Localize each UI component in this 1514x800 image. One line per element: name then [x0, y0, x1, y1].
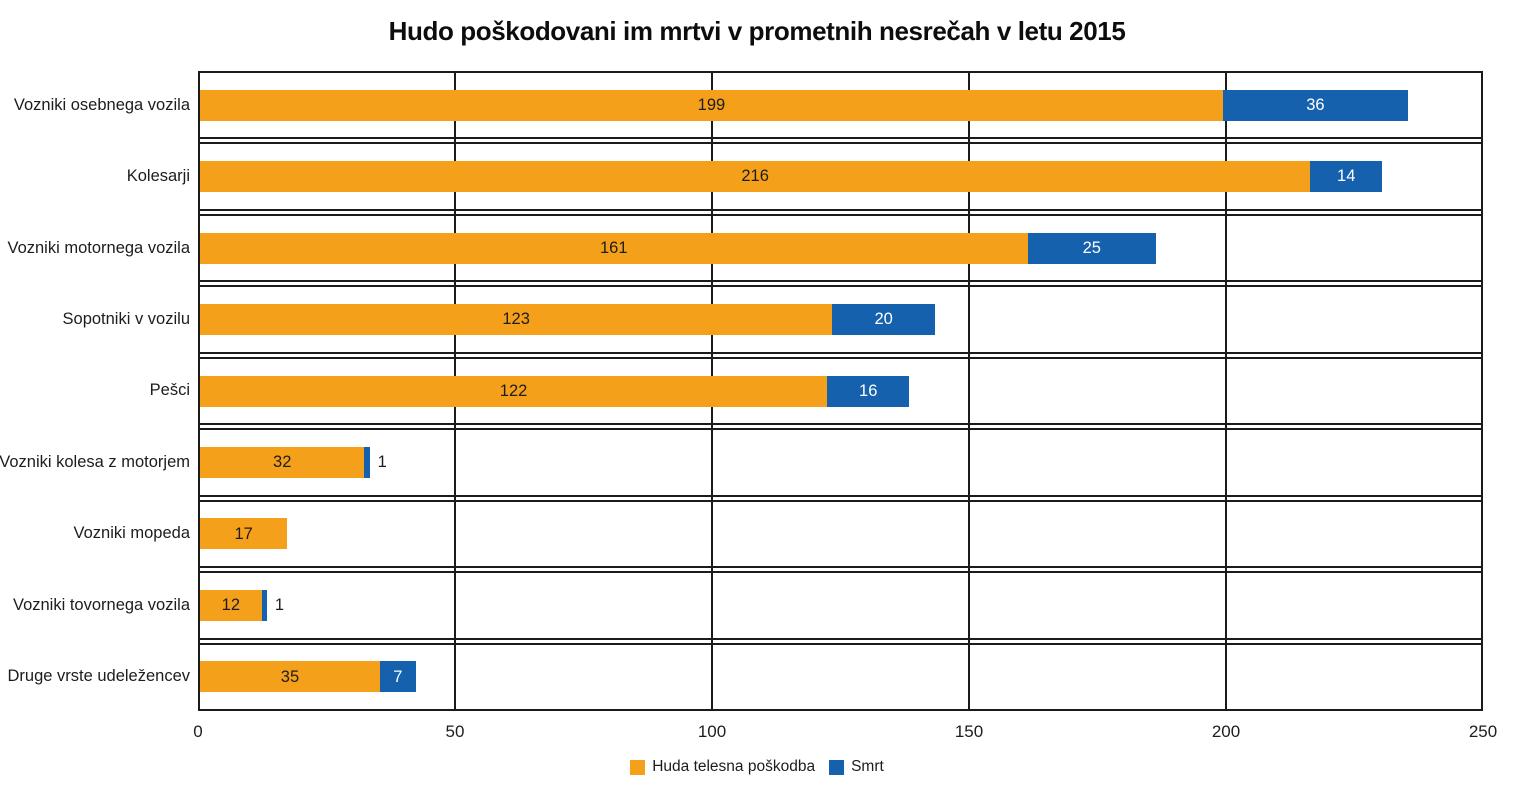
bar-segment-huda: 122	[200, 375, 828, 407]
value-label-huda: 216	[741, 167, 769, 186]
value-label-smrt: 16	[859, 381, 878, 400]
value-label-smrt: 14	[1337, 167, 1356, 186]
x-tick-label: 50	[445, 722, 465, 741]
bar-segment-huda: 199	[200, 89, 1223, 121]
x-tick-label: 200	[1211, 722, 1241, 741]
row-cell	[198, 213, 1483, 283]
bar-segment-huda: 161	[200, 232, 1028, 264]
row-cell	[198, 356, 1483, 426]
value-label-huda: 199	[697, 95, 726, 114]
bar-segment-smrt	[364, 446, 370, 478]
value-label-huda: 161	[600, 238, 628, 257]
bar-row: 199 36	[200, 89, 1408, 121]
legend-item-smrt: Smrt	[829, 758, 884, 776]
legend-item-huda: Huda telesna poškodba	[630, 758, 815, 776]
bar-segment-smrt: 14	[1310, 161, 1383, 193]
vertical-gridline	[198, 71, 200, 711]
bar-segment-huda: 123	[200, 304, 833, 336]
category-label: Vozniki osebnega vozila	[13, 95, 190, 114]
plot-area: 199 36 216 14 161 25 123 20 122 16 32 1 17 12 1 35 7	[198, 71, 1483, 711]
row-cell	[198, 428, 1483, 497]
vertical-gridline	[968, 71, 970, 711]
bar-row: 161 25	[200, 232, 1157, 264]
chart-title: Hudo poškodovani im mrtvi v prometnih ne…	[388, 16, 1126, 46]
category-label: Druge vrste udeležencev	[7, 667, 190, 686]
value-label-huda: 123	[502, 310, 530, 329]
bar-row: 123 20	[200, 304, 936, 336]
value-label-smrt: 25	[1082, 238, 1101, 257]
category-label: Pešci	[149, 381, 190, 400]
bar-segment-smrt: 36	[1222, 89, 1408, 121]
value-label-huda: 17	[234, 524, 253, 543]
legend-label: Huda telesna poškodba	[652, 758, 816, 775]
bar-row: 17	[200, 518, 288, 550]
value-label-smrt: 20	[874, 310, 893, 329]
value-label-huda: 32	[273, 453, 292, 472]
value-label-smrt: 1	[274, 595, 284, 614]
bar-segment-huda: 32	[200, 446, 365, 478]
bar-row: 122 16	[200, 375, 910, 407]
category-label: Kolesarji	[126, 167, 190, 186]
category-label: Vozniki mopeda	[73, 524, 191, 543]
bar-segment-smrt: 7	[379, 661, 416, 693]
bar-row: 35 7	[200, 661, 416, 693]
legend-label: Smrt	[851, 758, 884, 775]
value-label-huda: 122	[499, 381, 528, 400]
bar-segment-smrt	[261, 589, 267, 621]
bar-segment-smrt: 25	[1027, 232, 1157, 264]
bar-segment-huda: 35	[200, 661, 380, 693]
x-tick-label: 0	[193, 722, 203, 741]
x-tick-label: 250	[1468, 722, 1498, 741]
bar-segment-smrt: 20	[832, 304, 936, 336]
vertical-gridline	[1225, 71, 1227, 711]
row-cell	[198, 285, 1483, 354]
category-label: Sopotniki v vozilu	[62, 310, 190, 329]
value-label-huda: 12	[221, 596, 241, 615]
row-cell	[198, 142, 1483, 211]
legend-swatch-huda	[630, 759, 646, 775]
bar-row: 12 1	[200, 589, 284, 621]
row-cell	[198, 642, 1483, 711]
bar-segment-smrt: 16	[827, 375, 910, 407]
bar-segment-huda: 12	[200, 589, 262, 621]
vertical-gridline	[1481, 71, 1483, 711]
bar-segment-huda: 216	[200, 161, 1311, 193]
value-label-huda: 35	[280, 667, 300, 686]
x-tick-label: 100	[697, 722, 727, 741]
row-cell	[198, 71, 1483, 140]
x-tick-label: 150	[954, 722, 984, 741]
legend: Huda telesna poškodba Smrt	[0, 758, 1514, 776]
bar-row: 216 14	[200, 161, 1383, 193]
value-label-smrt: 1	[377, 452, 387, 471]
category-label: Vozniki kolesa z motorjem	[0, 452, 190, 471]
row-cell	[198, 499, 1483, 569]
value-label-smrt: 7	[393, 667, 403, 686]
row-cell	[198, 571, 1483, 640]
category-label: Vozniki motornega vozila	[7, 238, 190, 257]
value-label-smrt: 36	[1306, 95, 1325, 114]
bar-segment-huda: 17	[200, 518, 288, 550]
bar-row: 32 1	[200, 446, 387, 478]
legend-swatch-smrt	[829, 759, 845, 775]
category-label: Vozniki tovornega vozila	[12, 595, 190, 614]
